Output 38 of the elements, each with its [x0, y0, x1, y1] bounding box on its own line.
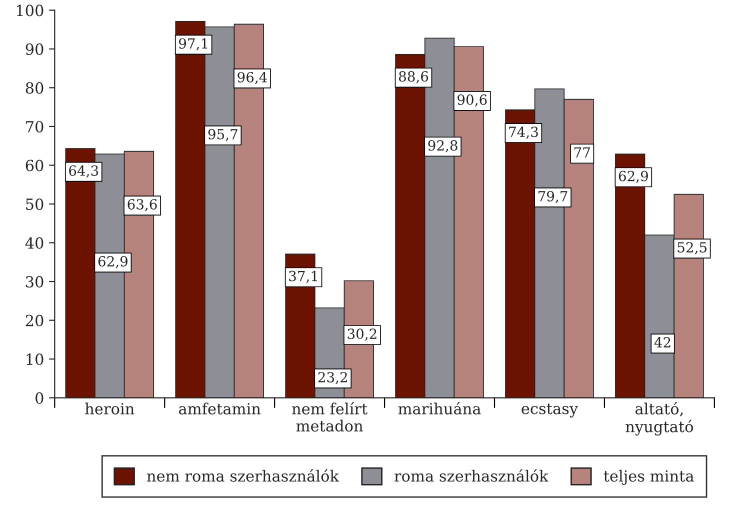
y-tick-label: 30	[26, 276, 44, 288]
data-label: 79,7	[538, 190, 568, 204]
y-tick-label: 100	[16, 4, 44, 16]
data-label: 77	[574, 147, 590, 158]
data-label: 97,1	[179, 38, 208, 50]
y-tick-label: 80	[26, 82, 44, 94]
data-label: 95,7	[208, 128, 238, 142]
legend-label: roma szerhasználók	[394, 469, 548, 482]
x-tick-label: marihuána	[398, 402, 481, 414]
data-label: 52,5	[678, 242, 706, 254]
y-tick-label: 0	[36, 392, 44, 404]
data-label: 42	[654, 337, 670, 348]
data-label: 62,9	[98, 256, 128, 268]
x-tick-label: amfetamin	[178, 402, 261, 414]
data-label: 64,3	[69, 165, 98, 178]
y-tick-label: 90	[26, 43, 44, 55]
data-label: 96,4	[238, 72, 267, 84]
data-label: 30,2	[348, 328, 376, 341]
data-label: 92,8	[428, 140, 458, 152]
data-label: 90,6	[458, 94, 487, 107]
data-label: 74,3	[509, 126, 538, 139]
data-label: 23,2	[318, 372, 347, 384]
x-tick-label: heroin	[85, 402, 134, 414]
x-tick-label: nem felírt metadon	[292, 402, 368, 432]
data-label: 62,9	[618, 170, 648, 183]
data-label: 37,1	[289, 270, 318, 283]
data-label: 63,6	[128, 199, 157, 212]
data-label: 88,6	[398, 71, 428, 84]
legend-label: nem roma szerhasználók	[147, 469, 340, 482]
y-tick-label: 60	[26, 160, 44, 172]
x-tick-label: ecstasy	[522, 404, 578, 418]
x-tick-label: altató, nyugtató	[626, 402, 694, 436]
y-tick-label: 70	[26, 120, 44, 132]
legend-label: teljes minta	[604, 470, 694, 485]
y-tick-label: 40	[25, 237, 44, 249]
y-tick-label: 50	[26, 198, 44, 210]
y-tick-label: 10	[26, 354, 44, 366]
y-tick-label: 20	[26, 314, 44, 326]
